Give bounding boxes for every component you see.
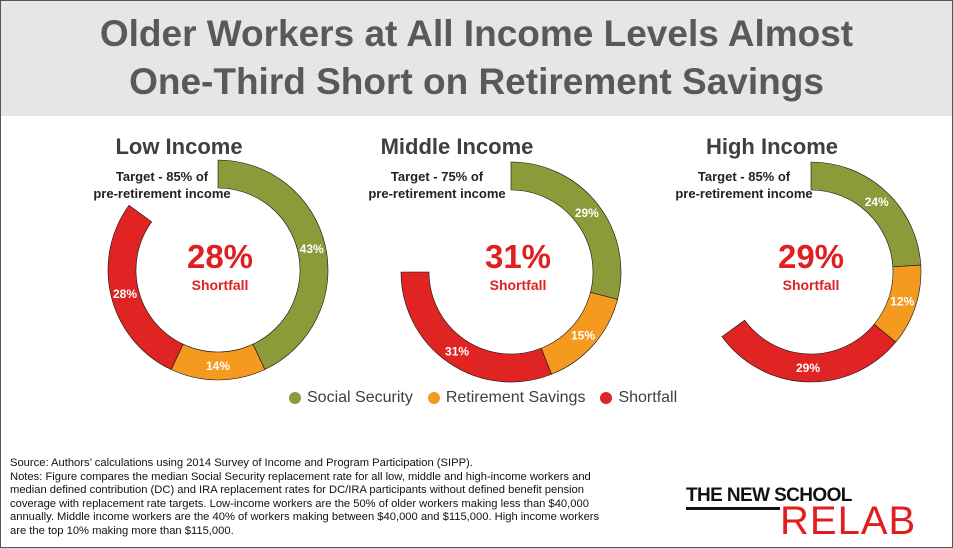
notes-line-2: median defined contribution (DC) and IRA…: [10, 484, 584, 497]
target-note-low-line1: Target - 85% of: [115, 169, 209, 184]
legend-item-social-security: Social Security: [289, 389, 413, 407]
center-shortfall-label-high: Shortfall: [782, 277, 840, 293]
donut-label-low-social-security: 43%: [300, 242, 324, 256]
donut-label-middle-social-security: 29%: [575, 206, 599, 220]
target-note-low-line2: pre-retirement income: [93, 186, 231, 201]
panel-title-low: Low Income: [115, 134, 243, 159]
panel-title-middle: Middle Income: [380, 134, 534, 159]
center-shortfall-label-middle: Shortfall: [489, 277, 547, 293]
target-note-middle: Target - 75% of pre-retirement income: [337, 168, 537, 202]
legend-label-retirement-savings: Retirement Savings: [445, 389, 586, 406]
legend: Social Security Retirement Savings Short…: [289, 388, 692, 408]
target-note-middle-line1: Target - 75% of: [390, 169, 484, 184]
donut-segment-middle-shortfall: [400, 271, 552, 383]
notes-line-4: annually. Middle income workers are the …: [10, 511, 600, 524]
legend-label-social-security: Social Security: [307, 389, 413, 406]
legend-item-shortfall: Shortfall: [600, 389, 677, 407]
donut-segment-low-shortfall: [107, 204, 184, 370]
target-note-low: Target - 85% of pre-retirement income: [62, 168, 262, 202]
legend-swatch-retirement-savings: [427, 392, 440, 404]
donut-label-middle-retirement-savings: 15%: [571, 328, 595, 342]
donut-segment-low-social-security: [217, 159, 329, 370]
title-line-2: One-Third Short on Retirement Savings: [129, 61, 824, 102]
notes-line-5: are the top 10% making more than $115,00…: [10, 524, 234, 537]
center-shortfall-label-low: Shortfall: [191, 277, 249, 293]
donut-label-middle-shortfall: 31%: [445, 344, 469, 358]
donut-label-high-social-security: 24%: [865, 195, 889, 209]
notes-line-3: coverage with replacement rate targets. …: [10, 497, 589, 510]
source-notes: Source: Authors’ calculations using 2014…: [10, 457, 690, 539]
center-shortfall-pct-high: 29%: [777, 238, 845, 275]
title-line-1: Older Workers at All Income Levels Almos…: [99, 13, 854, 54]
legend-swatch-social-security: [289, 392, 301, 404]
title-band: [1, 1, 952, 116]
target-note-high-line2: pre-retirement income: [675, 186, 813, 201]
chart-title: Older Workers at All Income Levels Almos…: [0, 10, 953, 106]
center-shortfall-pct-low: 28%: [186, 238, 254, 275]
legend-item-retirement-savings: Retirement Savings: [427, 389, 586, 407]
donut-label-high-shortfall: 29%: [796, 361, 820, 375]
logo-new-school: THE NEW SCHOOL: [686, 485, 852, 506]
donut-label-low-shortfall: 28%: [113, 287, 137, 301]
donut-label-low-retirement-savings: 14%: [206, 359, 230, 373]
donut-label-high-retirement-savings: 12%: [890, 295, 914, 309]
legend-swatch-shortfall: [600, 392, 613, 404]
source-line: Source: Authors’ calculations using 2014…: [10, 457, 473, 469]
notes-line-1: Notes: Figure compares the median Social…: [10, 470, 591, 483]
target-note-middle-line2: pre-retirement income: [368, 186, 506, 201]
target-note-high-line1: Target - 85% of: [697, 169, 791, 184]
logo-rule: [686, 507, 780, 510]
donut-segment-high-shortfall: [721, 319, 897, 383]
center-shortfall-pct-middle: 31%: [484, 238, 552, 275]
panel-title-high: High Income: [705, 134, 838, 159]
legend-label-shortfall: Shortfall: [618, 389, 678, 406]
logo-relab: RELAB: [780, 499, 917, 543]
target-note-high: Target - 85% of pre-retirement income: [644, 168, 844, 202]
